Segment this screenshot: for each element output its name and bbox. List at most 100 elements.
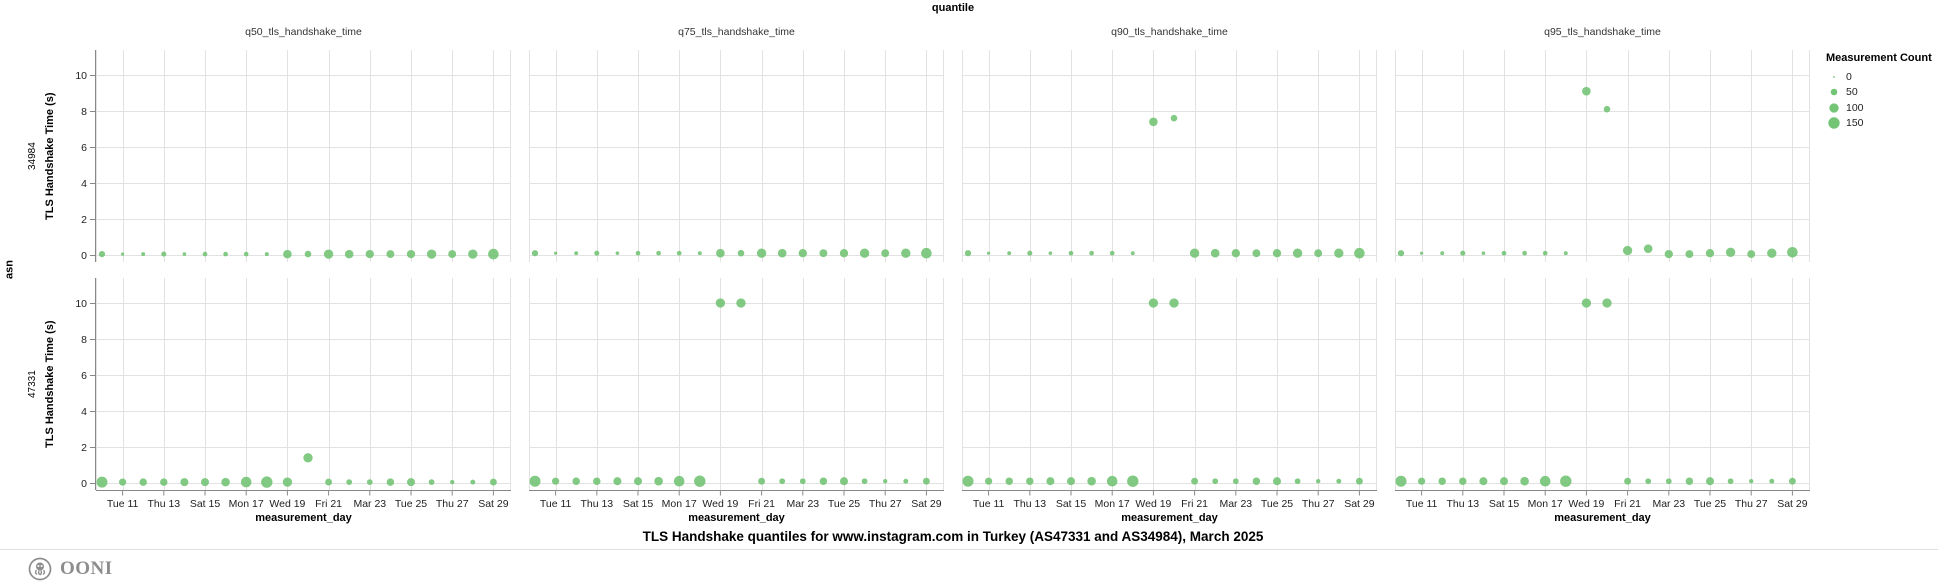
data-point[interactable] <box>1127 475 1139 487</box>
data-point[interactable] <box>161 251 167 257</box>
data-point[interactable] <box>676 250 682 256</box>
data-point[interactable] <box>1354 247 1365 259</box>
data-point[interactable] <box>1169 298 1179 308</box>
data-point[interactable] <box>1212 478 1219 485</box>
data-point[interactable] <box>1232 478 1239 485</box>
data-point[interactable] <box>221 477 230 487</box>
data-point[interactable] <box>1066 477 1076 486</box>
data-point[interactable] <box>264 252 269 257</box>
data-point[interactable] <box>1665 478 1672 485</box>
data-point[interactable] <box>1005 477 1013 485</box>
data-point[interactable] <box>572 477 580 485</box>
data-point[interactable] <box>1068 250 1074 256</box>
data-point[interactable] <box>903 478 909 484</box>
data-point[interactable] <box>819 477 828 485</box>
data-point[interactable] <box>798 249 807 258</box>
data-point[interactable] <box>1481 251 1486 256</box>
data-point[interactable] <box>593 477 601 485</box>
data-point[interactable] <box>1749 479 1754 484</box>
data-point[interactable] <box>574 251 579 256</box>
data-point[interactable] <box>1087 476 1096 486</box>
data-point[interactable] <box>861 478 868 485</box>
data-point[interactable] <box>406 478 416 487</box>
data-point[interactable] <box>1542 250 1548 256</box>
data-point[interactable] <box>1148 298 1159 308</box>
data-point[interactable] <box>489 478 497 486</box>
data-point[interactable] <box>282 477 293 487</box>
data-point[interactable] <box>386 250 395 259</box>
data-point[interactable] <box>1539 475 1551 487</box>
data-point[interactable] <box>756 248 767 258</box>
data-point[interactable] <box>1149 117 1158 127</box>
data-point[interactable] <box>344 249 354 259</box>
data-point[interactable] <box>962 475 974 487</box>
data-point[interactable] <box>1664 249 1673 259</box>
data-point[interactable] <box>139 478 147 486</box>
data-point[interactable] <box>240 476 252 488</box>
data-point[interactable] <box>715 298 726 308</box>
data-point[interactable] <box>283 249 292 259</box>
data-point[interactable] <box>1252 249 1261 258</box>
data-point[interactable] <box>839 249 849 258</box>
data-point[interactable] <box>779 478 786 485</box>
data-point[interactable] <box>1316 479 1321 484</box>
data-point[interactable] <box>697 251 702 256</box>
data-point[interactable] <box>1581 298 1592 308</box>
data-point[interactable] <box>1603 105 1611 113</box>
data-point[interactable] <box>1622 245 1633 256</box>
data-point[interactable] <box>304 250 312 258</box>
data-point[interactable] <box>1440 251 1445 256</box>
data-point[interactable] <box>1501 250 1507 256</box>
data-point[interactable] <box>303 453 313 463</box>
data-point[interactable] <box>1272 249 1282 258</box>
data-point[interactable] <box>1705 249 1715 258</box>
data-point[interactable] <box>819 249 828 258</box>
data-point[interactable] <box>716 248 725 258</box>
data-point[interactable] <box>325 478 333 486</box>
data-point[interactable] <box>531 250 539 257</box>
data-point[interactable] <box>1191 477 1199 485</box>
data-point[interactable] <box>1395 475 1407 487</box>
data-point[interactable] <box>202 251 208 257</box>
data-point[interactable] <box>1788 477 1796 485</box>
data-point[interactable] <box>1231 249 1240 258</box>
data-point[interactable] <box>1685 250 1694 259</box>
data-point[interactable] <box>98 250 106 258</box>
data-point[interactable] <box>986 251 991 255</box>
data-point[interactable] <box>1130 251 1135 256</box>
data-point[interactable] <box>182 252 187 256</box>
data-point[interactable] <box>883 479 888 484</box>
data-point[interactable] <box>261 476 273 488</box>
data-point[interactable] <box>553 251 558 255</box>
data-point[interactable] <box>859 248 870 258</box>
data-point[interactable] <box>758 477 766 485</box>
data-point[interactable] <box>1522 250 1527 256</box>
data-point[interactable] <box>243 251 249 257</box>
data-point[interactable] <box>737 249 745 257</box>
data-point[interactable] <box>366 479 373 485</box>
data-point[interactable] <box>1170 114 1178 122</box>
data-point[interactable] <box>118 478 127 486</box>
data-point[interactable] <box>1602 298 1612 308</box>
data-point[interactable] <box>1294 478 1301 485</box>
data-point[interactable] <box>346 479 353 485</box>
data-point[interactable] <box>1725 247 1736 257</box>
data-point[interactable] <box>1027 250 1033 256</box>
data-point[interactable] <box>964 250 972 257</box>
data-point[interactable] <box>426 249 437 259</box>
data-point[interactable] <box>1624 477 1632 485</box>
data-point[interactable] <box>1355 477 1363 485</box>
data-point[interactable] <box>1582 86 1591 96</box>
data-point[interactable] <box>901 248 911 258</box>
data-point[interactable] <box>694 475 706 487</box>
data-point[interactable] <box>1520 476 1529 486</box>
data-point[interactable] <box>180 478 189 487</box>
data-point[interactable] <box>200 478 210 487</box>
data-point[interactable] <box>1499 477 1509 486</box>
data-point[interactable] <box>1459 477 1467 485</box>
data-point[interactable] <box>1727 478 1734 485</box>
data-point[interactable] <box>1272 477 1282 486</box>
data-point[interactable] <box>921 247 932 259</box>
data-point[interactable] <box>673 475 685 487</box>
data-point[interactable] <box>1189 248 1200 258</box>
